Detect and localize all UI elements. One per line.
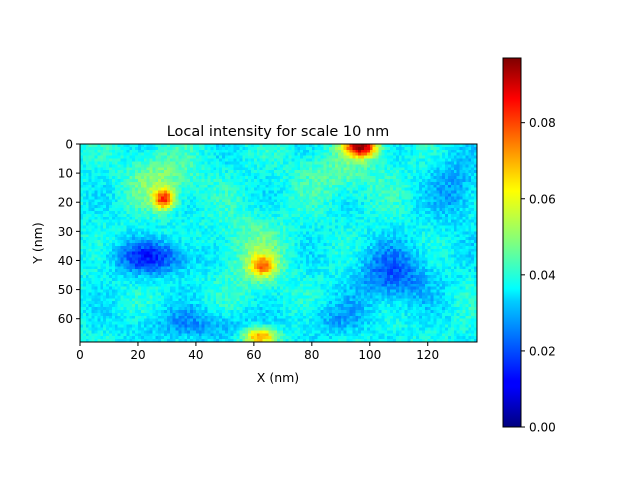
y-tick-label: 40: [58, 254, 73, 268]
y-tick-label: 10: [58, 167, 73, 181]
colorbar-tick-label: 0.02: [529, 344, 556, 358]
y-tick-label: 0: [65, 138, 73, 152]
heatmap-image: [80, 144, 477, 342]
colorbar: 0.00 0.02 0.04 0.06 0.08: [502, 57, 556, 435]
colorbar-gradient: [503, 58, 521, 427]
x-tick-label: 80: [304, 348, 319, 362]
heatmap-plot-area: [79, 143, 478, 343]
x-axis-label: X (nm): [257, 370, 299, 385]
colorbar-frame: [502, 57, 522, 428]
colorbar-tick-label: 0.04: [529, 268, 556, 282]
x-tick-label: 0: [76, 348, 84, 362]
x-tick-label: 20: [130, 348, 145, 362]
x-tick-label: 100: [358, 348, 381, 362]
colorbar-tick-label: 0.00: [529, 421, 556, 435]
y-tick-label: 30: [58, 225, 73, 239]
y-tick-label: 60: [58, 312, 73, 326]
colorbar-tick-label: 0.08: [529, 116, 556, 130]
x-tick-label: 40: [188, 348, 203, 362]
x-tick-label: 60: [246, 348, 261, 362]
y-axis-label: Y (nm): [30, 222, 45, 264]
colorbar-ticks: 0.00 0.02 0.04 0.06 0.08: [521, 116, 556, 435]
y-tick-label: 20: [58, 196, 73, 210]
colorbar-tick-label: 0.06: [529, 192, 556, 206]
chart-title: Local intensity for scale 10 nm: [167, 124, 390, 140]
y-tick-label: 50: [58, 283, 73, 297]
plot-frame: [79, 143, 478, 343]
y-axis: 0 10 20 30 40 50 60: [58, 138, 80, 326]
x-tick-label: 120: [416, 348, 439, 362]
x-axis: 0 20 40 60 80 100 120: [76, 342, 439, 362]
